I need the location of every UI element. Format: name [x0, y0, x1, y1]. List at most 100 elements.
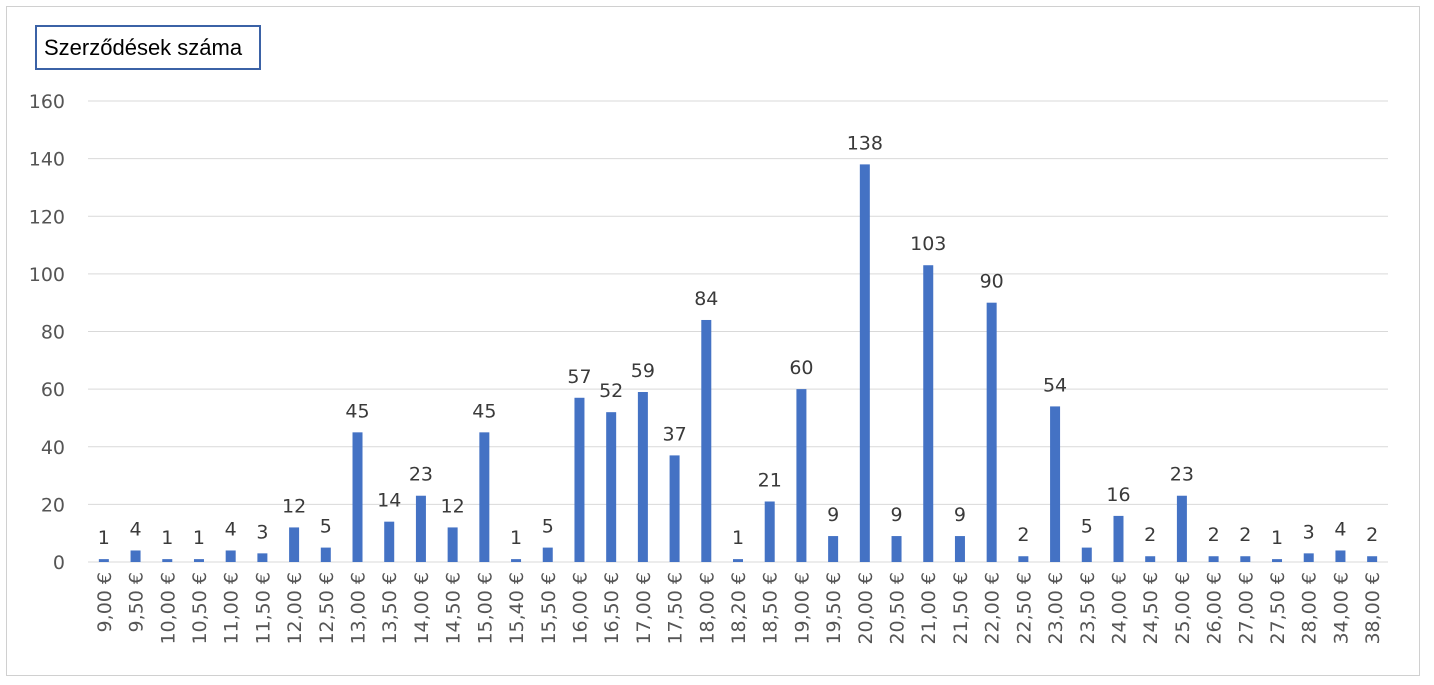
data-label: 16 [1106, 484, 1130, 506]
data-label: 60 [789, 357, 813, 379]
x-tick-label: 21,50 € [950, 572, 972, 645]
y-tick-label: 0 [53, 552, 65, 574]
x-tick-label: 25,00 € [1172, 572, 1194, 645]
x-tick-label: 15,50 € [538, 572, 560, 645]
data-label: 45 [345, 400, 369, 422]
bar [511, 559, 522, 562]
data-label: 5 [320, 516, 332, 538]
bar [954, 536, 965, 562]
data-label: 9 [827, 504, 839, 526]
bar [479, 432, 490, 562]
x-tick-label: 9,50 € [126, 572, 148, 632]
x-tick-label: 27,00 € [1235, 572, 1257, 645]
x-tick-label: 10,00 € [157, 572, 179, 645]
data-label: 4 [1334, 518, 1346, 540]
bar [447, 527, 458, 562]
bar [733, 559, 743, 562]
x-tick-label: 11,50 € [252, 572, 274, 645]
bar [891, 536, 902, 562]
x-tick-label: 12,00 € [284, 572, 306, 645]
x-tick-label: 15,40 € [506, 572, 528, 645]
data-label: 23 [409, 464, 433, 486]
data-label: 14 [377, 490, 401, 512]
x-tick-label: 20,50 € [887, 572, 909, 645]
data-label: 23 [1170, 464, 1194, 486]
x-tick-label: 23,00 € [1045, 572, 1067, 645]
data-label: 1 [1271, 527, 1283, 549]
bar [637, 392, 648, 562]
data-label: 1 [732, 527, 744, 549]
data-label: 21 [758, 469, 782, 491]
bar [986, 302, 997, 562]
bar [257, 553, 268, 562]
bar [1335, 550, 1346, 562]
data-label: 9 [890, 504, 902, 526]
x-tick-label: 16,00 € [569, 572, 591, 645]
data-label: 4 [130, 518, 142, 540]
bar [130, 550, 141, 562]
x-tick-label: 10,50 € [189, 572, 211, 645]
bar [669, 455, 680, 562]
bar [1081, 547, 1092, 562]
x-tick-label: 23,50 € [1077, 572, 1099, 645]
y-axis-ticks: 0 20 40 60 80 100 120 140 160 [29, 91, 65, 574]
bar [701, 319, 712, 562]
bar [1050, 406, 1061, 562]
y-tick-label: 160 [29, 91, 65, 113]
data-label: 2 [1366, 524, 1378, 546]
bar [606, 412, 617, 562]
x-tick-label: 16,50 € [601, 572, 623, 645]
x-tick-label: 24,50 € [1140, 572, 1162, 645]
y-tick-label: 20 [41, 494, 65, 516]
x-tick-label: 18,00 € [696, 572, 718, 645]
data-label: 3 [1303, 521, 1315, 543]
bar [415, 495, 426, 562]
data-labels: 1 4 1 1 4 31254514231245155752593784121609138… [98, 132, 1378, 549]
data-label: 37 [662, 423, 686, 445]
bar [764, 501, 775, 562]
bar [1272, 559, 1283, 562]
bar [1367, 556, 1378, 562]
y-tick-label: 140 [29, 149, 65, 171]
data-label: 2 [1017, 524, 1029, 546]
x-tick-label: 14,50 € [443, 572, 465, 645]
x-tick-label: 18,50 € [760, 572, 782, 645]
data-label: 1 [510, 527, 522, 549]
data-label: 103 [910, 233, 946, 255]
data-label: 1 [193, 527, 205, 549]
x-tick-label: 27,50 € [1267, 572, 1289, 645]
y-tick-label: 60 [41, 379, 65, 401]
x-tick-label: 22,50 € [1013, 572, 1035, 645]
data-label: 9 [954, 504, 966, 526]
data-label: 4 [225, 518, 237, 540]
bar [1303, 553, 1314, 562]
y-tick-label: 120 [29, 206, 65, 228]
x-tick-label: 20,00 € [855, 572, 877, 645]
bar [923, 265, 934, 562]
bar [225, 550, 236, 562]
data-label: 2 [1239, 524, 1251, 546]
bar [1176, 495, 1187, 562]
bar [1018, 556, 1029, 562]
x-tick-label: 13,50 € [379, 572, 401, 645]
data-label: 2 [1144, 524, 1156, 546]
data-label: 90 [980, 271, 1004, 293]
x-axis-ticks: 9,00 € 9,50 € 10,00 € 10,50 € 11,00 € 11,50 €… [94, 572, 1384, 645]
bar [98, 559, 109, 562]
data-label: 1 [98, 527, 110, 549]
bar [352, 432, 363, 562]
data-label: 84 [694, 288, 718, 310]
x-tick-label: 11,00 € [221, 572, 243, 645]
data-label: 2 [1208, 524, 1220, 546]
y-tick-label: 40 [41, 437, 65, 459]
data-label: 1 [161, 527, 173, 549]
bar [1208, 556, 1219, 562]
chart-frame [6, 6, 1420, 676]
y-tick-label: 100 [29, 264, 65, 286]
chart-title-box: Szerződések száma [35, 25, 261, 70]
x-tick-label: 14,00 € [411, 572, 433, 645]
data-label: 45 [472, 400, 496, 422]
gridlines [88, 100, 1388, 563]
bar [384, 521, 395, 562]
